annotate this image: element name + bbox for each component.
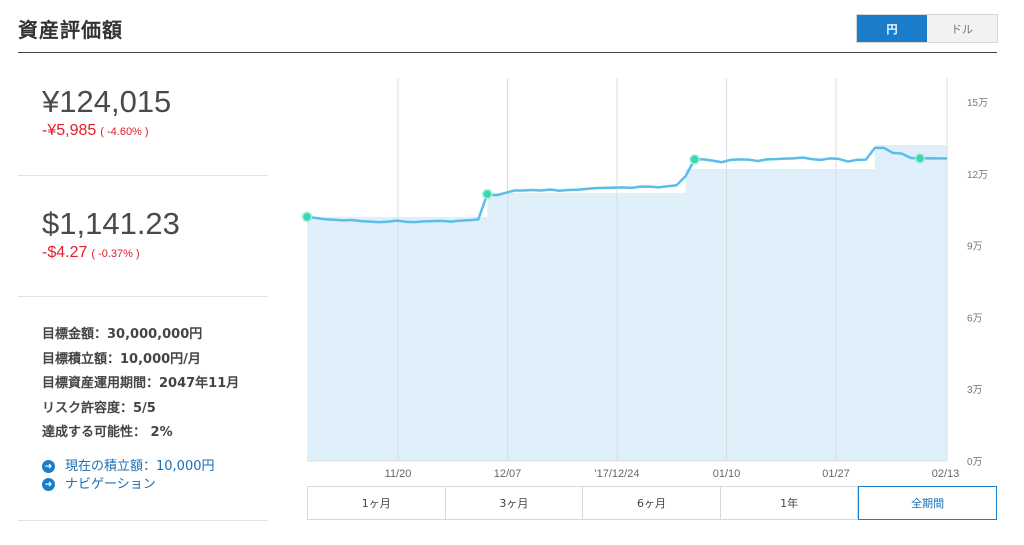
currency-toggle: 円 ドル bbox=[856, 14, 998, 43]
range-tabs: 1ヶ月 3ヶ月 6ヶ月 1年 全期間 bbox=[307, 486, 997, 520]
goal-risk-tolerance: リスク許容度：5/5 bbox=[42, 400, 156, 416]
y-tick-label: 12万 bbox=[967, 170, 988, 181]
x-tick-label: 11/20 bbox=[385, 468, 412, 480]
y-tick-label: 0万 bbox=[967, 457, 983, 468]
yen-summary: ¥124,015 -¥5,985( -4.60% ) bbox=[18, 54, 268, 176]
navigation-label: ナビゲーション bbox=[65, 476, 156, 492]
usd-change-percent: ( -0.37% ) bbox=[91, 248, 140, 260]
asset-chart-svg: 11/20 12/07 '17/12/24 01/10 01/27 02/13 0万 3万 6万… bbox=[301, 78, 988, 480]
navigation-link[interactable]: ➜ ナビゲーション bbox=[18, 476, 268, 494]
page-title: 資産評価額 bbox=[18, 18, 123, 42]
deposit-marker bbox=[914, 153, 926, 164]
y-tick-label: 9万 bbox=[967, 242, 983, 253]
goal-monthly-contribution: 目標積立額：10,000円/月 bbox=[42, 351, 201, 367]
y-tick-label: 15万 bbox=[967, 98, 988, 109]
goal-links: ➜ 現在の積立額：10,000円 ➜ ナビゲーション bbox=[18, 458, 268, 494]
deposit-marker bbox=[301, 211, 313, 223]
usd-summary: $1,141.23 -$4.27( -0.37% ) bbox=[18, 176, 268, 297]
arrow-right-circle-icon: ➜ bbox=[42, 460, 55, 473]
goal-probability: 達成する可能性： 2% bbox=[42, 425, 173, 440]
arrow-right-circle-icon: ➜ bbox=[42, 478, 55, 491]
value-line bbox=[306, 146, 947, 224]
range-tab-1y[interactable]: 1年 bbox=[721, 487, 859, 519]
currency-dollar-button[interactable]: ドル bbox=[927, 15, 997, 42]
current-contribution-label: 現在の積立額：10,000円 bbox=[65, 458, 215, 474]
currency-yen-button[interactable]: 円 bbox=[857, 15, 927, 42]
range-tab-all[interactable]: 全期間 bbox=[858, 486, 997, 520]
usd-change-amount: -$4.27 bbox=[42, 244, 88, 261]
x-tick-label: 01/10 bbox=[713, 468, 741, 480]
x-tick-label: '17/12/24 bbox=[595, 468, 640, 480]
deposit-marker bbox=[482, 188, 493, 200]
summary-panel: ¥124,015 -¥5,985( -4.60% ) $1,141.23 -$4… bbox=[18, 54, 268, 521]
usd-total-value: $1,141.23 bbox=[42, 206, 180, 241]
header-divider bbox=[18, 52, 997, 53]
deposit-marker bbox=[689, 154, 700, 165]
goals-section: 目標金額：30,000,000円 目標積立額：10,000円/月 目標資産運用期… bbox=[18, 297, 268, 521]
x-tick-label: 02/13 bbox=[932, 468, 960, 480]
contribution-area bbox=[307, 145, 947, 461]
asset-chart: 11/20 12/07 '17/12/24 01/10 01/27 02/13 0万 3万 6万… bbox=[290, 60, 1010, 490]
goal-period: 目標資産運用期間：2047年11月 bbox=[42, 376, 240, 391]
yen-change: -¥5,985( -4.60% ) bbox=[18, 122, 268, 140]
yen-total-value: ¥124,015 bbox=[42, 84, 172, 119]
y-tick-label: 6万 bbox=[967, 313, 983, 324]
range-tab-1m[interactable]: 1ヶ月 bbox=[308, 487, 446, 519]
x-tick-label: 12/07 bbox=[494, 468, 522, 480]
range-tab-3m[interactable]: 3ヶ月 bbox=[446, 487, 584, 519]
x-tick-label: 01/27 bbox=[822, 468, 850, 480]
usd-change: -$4.27( -0.37% ) bbox=[18, 244, 268, 262]
goal-amount: 目標金額：30,000,000円 bbox=[42, 327, 203, 342]
current-contribution-link[interactable]: ➜ 現在の積立額：10,000円 bbox=[18, 458, 268, 476]
yen-change-amount: -¥5,985 bbox=[42, 122, 97, 139]
y-tick-label: 3万 bbox=[967, 385, 983, 396]
yen-change-percent: ( -4.60% ) bbox=[100, 126, 149, 138]
range-tab-6m[interactable]: 6ヶ月 bbox=[583, 487, 721, 519]
